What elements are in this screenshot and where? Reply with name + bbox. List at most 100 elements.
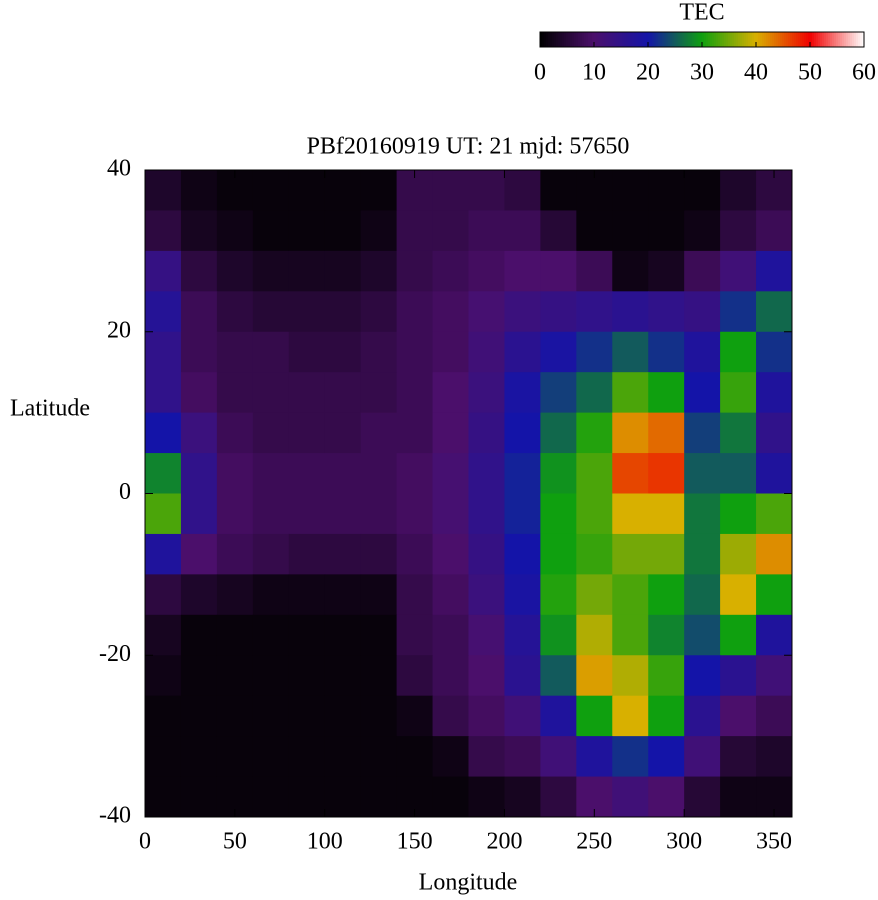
colorbar-segment [716, 32, 719, 47]
heatmap-cell [324, 493, 362, 535]
heatmap-cell [720, 331, 757, 373]
colorbar-segment [722, 32, 725, 47]
colorbar-segment [738, 32, 741, 47]
heatmap-cell [432, 574, 469, 616]
heatmap-cell [684, 736, 721, 778]
colorbar-segment [624, 32, 627, 47]
heatmap-cell [468, 533, 505, 575]
heatmap-cell [145, 614, 182, 656]
colorbar-segment [634, 32, 637, 47]
heatmap-cell [504, 695, 541, 737]
heatmap-cell [468, 372, 505, 414]
heatmap-cell [504, 210, 541, 252]
colorbar-segment [644, 32, 647, 47]
colorbar-segment [786, 32, 789, 47]
heatmap-cell [684, 210, 721, 252]
colorbar-segment [776, 32, 779, 47]
heatmap-cell [540, 210, 577, 252]
heatmap-cell [252, 533, 290, 575]
heatmap-cell [145, 331, 182, 373]
colorbar-segment [822, 32, 825, 47]
colorbar-segment [642, 32, 645, 47]
y-tick-label: -40 [99, 803, 131, 829]
heatmap-cell [432, 372, 469, 414]
heatmap-cell [468, 574, 505, 616]
colorbar-segment [820, 32, 823, 47]
heatmap-cell [360, 533, 398, 575]
heatmap-cell [576, 210, 613, 252]
heatmap-cell [288, 574, 326, 616]
colorbar-segment [662, 32, 665, 47]
colorbar-segment [692, 32, 695, 47]
colorbar-segment [548, 32, 551, 47]
heatmap-cell [252, 210, 290, 252]
heatmap-cell [180, 736, 218, 778]
heatmap-cell [612, 453, 649, 494]
heatmap-cell [216, 655, 254, 697]
heatmap-cell [468, 736, 505, 778]
heatmap-cell [612, 210, 649, 252]
heatmap-cell [396, 533, 434, 575]
colorbar-segment [676, 32, 679, 47]
heatmap-cell [612, 250, 649, 292]
heatmap-cell [648, 170, 685, 211]
heatmap-cell [252, 170, 290, 211]
heatmap-cell [216, 453, 254, 494]
heatmap-cell [540, 695, 577, 737]
colorbar-segment [836, 32, 839, 47]
heatmap-cell [288, 291, 326, 333]
heatmap-cell [432, 736, 469, 778]
colorbar-segment [818, 32, 821, 47]
heatmap-cell [612, 493, 649, 535]
heatmap-cell [288, 736, 326, 778]
heatmap-cell [360, 170, 398, 211]
heatmap-cell [432, 493, 469, 535]
colorbar-segment [808, 32, 811, 47]
colorbar-segment [610, 32, 613, 47]
heatmap-cell [468, 412, 505, 454]
colorbar-segment [560, 32, 563, 47]
heatmap-cell [432, 453, 469, 494]
colorbar-segment [628, 32, 631, 47]
heatmap-cell [576, 412, 613, 454]
heatmap-cell [540, 574, 577, 616]
colorbar-segment [608, 32, 611, 47]
heatmap-cell [468, 776, 505, 818]
heatmap-cell [360, 412, 398, 454]
heatmap-cell [288, 493, 326, 535]
colorbar-segment [600, 32, 603, 47]
colorbar-segment [834, 32, 837, 47]
heatmap-cell [288, 372, 326, 414]
heatmap-cell [288, 250, 326, 292]
heatmap-cell [324, 372, 362, 414]
heatmap-cell [756, 655, 793, 697]
heatmap-cell [576, 574, 613, 616]
heatmap-cell [432, 210, 469, 252]
heatmap-cell [648, 574, 685, 616]
heatmap-cell [360, 210, 398, 252]
heatmap-cell [396, 210, 434, 252]
heatmap-cell [216, 331, 254, 373]
colorbar-segment [578, 32, 581, 47]
heatmap-cell [648, 736, 685, 778]
colorbar-segment [652, 32, 655, 47]
heatmap-cell [756, 493, 793, 535]
colorbar-segment [606, 32, 609, 47]
colorbar-segment [750, 32, 753, 47]
heatmap-cell [180, 291, 218, 333]
heatmap-cell [180, 210, 218, 252]
heatmap-cell [720, 533, 757, 575]
colorbar-segment [766, 32, 769, 47]
heatmap-cell [145, 412, 182, 454]
heatmap-cell [180, 412, 218, 454]
heatmap-cell [756, 250, 793, 292]
colorbar-segment [672, 32, 675, 47]
heatmap-cell [540, 291, 577, 333]
heatmap-cell [612, 331, 649, 373]
colorbar-segment [546, 32, 549, 47]
colorbar-tick-label: 60 [852, 60, 876, 86]
heatmap-cell [540, 170, 577, 211]
colorbar-segment [752, 32, 755, 47]
colorbar-segment [862, 32, 865, 47]
heatmap-cell [648, 291, 685, 333]
